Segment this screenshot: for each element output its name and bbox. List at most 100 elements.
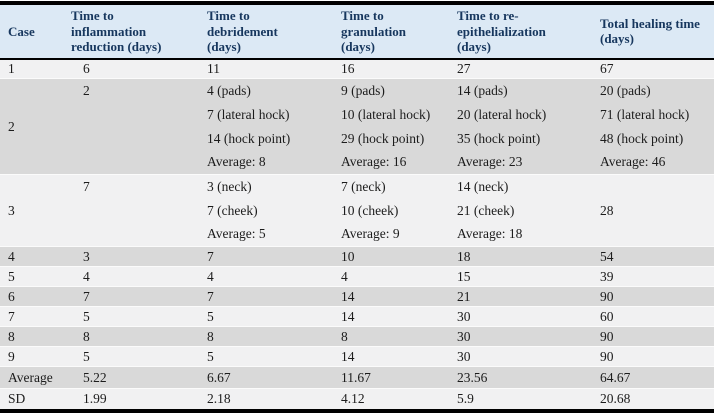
table-cell: 8 bbox=[64, 326, 200, 347]
table-row: SD 1.99 2.18 4.12 5.9 20.68 bbox=[0, 388, 714, 411]
table-row: 1 6 11 16 27 67 bbox=[0, 58, 714, 79]
table-cell: 14 (hock point) bbox=[200, 126, 334, 151]
table-cell: 10 (lateral hock) bbox=[334, 102, 450, 127]
case-cell: 4 bbox=[0, 246, 64, 267]
table-row: 6 7 7 14 21 90 bbox=[0, 286, 714, 307]
column-header-label: Time to debridement (days) bbox=[207, 8, 278, 54]
case-cell: 1 bbox=[0, 58, 64, 79]
column-header-label: Time to granulation (days) bbox=[341, 8, 407, 54]
table-subrow: 14 (hock point) 29 (hock point) 35 (hock p… bbox=[0, 126, 714, 151]
table-cell: 21 (cheek) bbox=[450, 198, 593, 223]
table-cell: 14 bbox=[334, 346, 450, 367]
table-cell bbox=[593, 174, 714, 199]
case-cell: 9 bbox=[0, 346, 64, 367]
table-cell: 60 bbox=[593, 306, 714, 327]
table-subrow: Average: 5 Average: 9 Average: 18 bbox=[0, 222, 714, 247]
table-cell: 11.67 bbox=[334, 366, 450, 389]
table-cell: 5.22 bbox=[64, 366, 200, 389]
table-cell: 30 bbox=[450, 306, 593, 327]
column-header-label: Time to re-epithelialization (days) bbox=[457, 8, 546, 54]
table-cell: 2.18 bbox=[200, 388, 334, 411]
table-cell bbox=[64, 126, 200, 151]
case-cell: 3 bbox=[0, 174, 64, 247]
table-cell: 48 (hock point) bbox=[593, 126, 714, 151]
case-cell: 5 bbox=[0, 266, 64, 287]
table-cell: 3 bbox=[64, 246, 200, 267]
table-cell: 67 bbox=[593, 58, 714, 79]
table-cell: 30 bbox=[450, 346, 593, 367]
table-cell: 5 bbox=[64, 306, 200, 327]
table-cell: 5.9 bbox=[450, 388, 593, 411]
case-cell: SD bbox=[0, 388, 64, 411]
table-cell: 90 bbox=[593, 346, 714, 367]
table-cell: 4 bbox=[64, 266, 200, 287]
column-header-label: Time to inflammation reduction (days) bbox=[71, 8, 162, 54]
table-cell: 35 (hock point) bbox=[450, 126, 593, 151]
table-cell: 20.68 bbox=[593, 388, 714, 411]
case-cell: 2 bbox=[0, 78, 64, 175]
case-cell: 6 bbox=[0, 286, 64, 307]
table-cell: 7 (cheek) bbox=[200, 198, 334, 223]
table-row: 7 5 5 14 30 60 bbox=[0, 306, 714, 327]
table-cell: 18 bbox=[450, 246, 593, 267]
table-cell: Average: 8 bbox=[200, 150, 334, 175]
table-cell: 6.67 bbox=[200, 366, 334, 389]
table-cell: 20 (lateral hock) bbox=[450, 102, 593, 127]
table-cell: 7 (lateral hock) bbox=[200, 102, 334, 127]
table-cell: 14 bbox=[334, 286, 450, 307]
table-cell bbox=[64, 102, 200, 127]
table-subrow: 7 (cheek) 10 (cheek) 21 (cheek) 28 bbox=[0, 198, 714, 223]
table-cell: 4 bbox=[200, 266, 334, 287]
table-cell: 71 (lateral hock) bbox=[593, 102, 714, 127]
table-cell: Average: 5 bbox=[200, 222, 334, 247]
table-cell: 21 bbox=[450, 286, 593, 307]
table-cell: 64.67 bbox=[593, 366, 714, 389]
case-cell: 7 bbox=[0, 306, 64, 327]
table-cell: 54 bbox=[593, 246, 714, 267]
table-subrow: 7 (lateral hock) 10 (lateral hock) 20 (lat… bbox=[0, 102, 714, 127]
table-cell: Average: 23 bbox=[450, 150, 593, 175]
table-cell: Average: 46 bbox=[593, 150, 714, 175]
table-cell: 30 bbox=[450, 326, 593, 347]
table-cell bbox=[64, 150, 200, 175]
column-header-inflammation: Time to inflammation reduction (days) bbox=[64, 3, 200, 60]
table-row: 5 4 4 4 15 39 bbox=[0, 266, 714, 287]
table-cell: 9 (pads) bbox=[334, 78, 450, 103]
table-cell: 7 bbox=[64, 174, 200, 199]
column-header-case: Case bbox=[0, 3, 64, 60]
column-header-label: Total healing time (days) bbox=[600, 15, 700, 47]
table-cell: 15 bbox=[450, 266, 593, 287]
table-cell bbox=[64, 222, 200, 247]
table-cell: Average: 16 bbox=[334, 150, 450, 175]
table-cell: 3 (neck) bbox=[200, 174, 334, 199]
table-cell: 1.99 bbox=[64, 388, 200, 411]
table-row: 9 5 5 14 30 90 bbox=[0, 346, 714, 367]
table-row: Average 5.22 6.67 11.67 23.56 64.67 bbox=[0, 366, 714, 389]
column-header-label: Case bbox=[8, 24, 35, 40]
table-cell: Average: 18 bbox=[450, 222, 593, 247]
table-cell: 4.12 bbox=[334, 388, 450, 411]
table-body: 1 6 11 16 27 67 2 2 4 (pads) 9 (pads) 14 (pads) 20 … bbox=[0, 58, 714, 411]
table-cell: 23.56 bbox=[450, 366, 593, 389]
table-cell: 28 bbox=[593, 198, 714, 223]
table-cell: 7 bbox=[200, 286, 334, 307]
table-cell: 5 bbox=[200, 346, 334, 367]
table-cell: 29 (hock point) bbox=[334, 126, 450, 151]
case-cell: 8 bbox=[0, 326, 64, 347]
table-cell: 6 bbox=[64, 58, 200, 79]
table-row: 8 8 8 8 30 90 bbox=[0, 326, 714, 347]
table-cell: 8 bbox=[200, 326, 334, 347]
table-cell: 4 (pads) bbox=[200, 78, 334, 103]
table-cell: 90 bbox=[593, 286, 714, 307]
table-header: Case Time to inflammation reduction (day… bbox=[0, 3, 714, 60]
table-cell: 20 (pads) bbox=[593, 78, 714, 103]
table-cell bbox=[593, 222, 714, 247]
table-cell: 14 bbox=[334, 306, 450, 327]
table-cell: 14 (neck) bbox=[450, 174, 593, 199]
table-cell: 2 bbox=[64, 78, 200, 103]
table-cell: 10 (cheek) bbox=[334, 198, 450, 223]
table-cell: 7 (neck) bbox=[334, 174, 450, 199]
